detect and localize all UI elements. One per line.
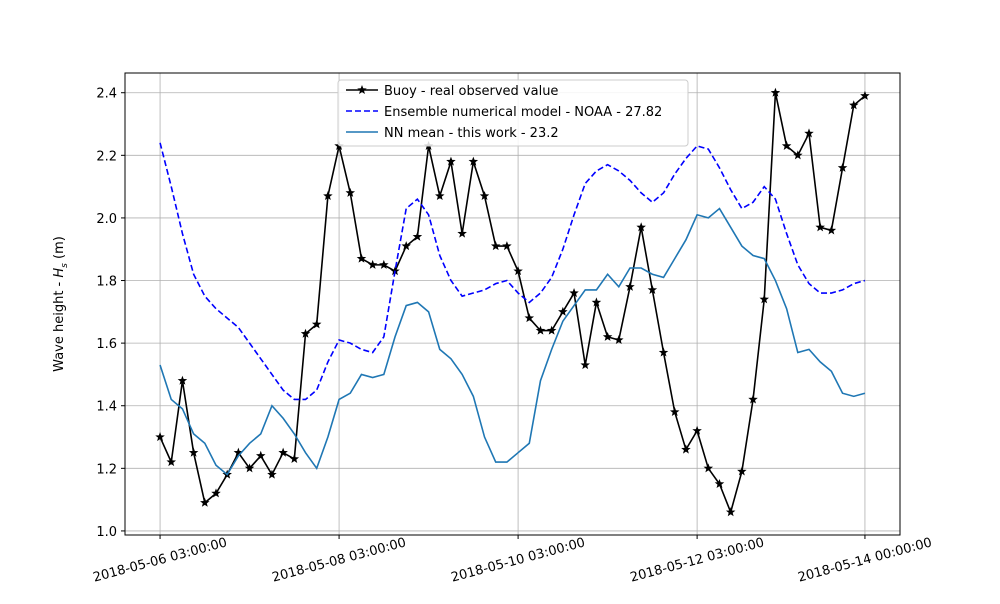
star-marker — [166, 457, 176, 467]
star-marker — [569, 288, 579, 298]
y-tick-label: 2.4 — [96, 87, 117, 102]
y-axis-label: Wave height - Hs (m) — [52, 236, 70, 372]
y-tick-label: 1.0 — [96, 525, 117, 540]
legend-label: Buoy - real observed value — [384, 84, 558, 99]
star-marker — [580, 360, 590, 370]
star-marker — [300, 328, 311, 338]
star-marker — [479, 191, 490, 201]
star-marker — [289, 453, 300, 463]
star-marker — [256, 450, 266, 460]
star-marker — [177, 375, 188, 385]
series-line — [159, 207, 866, 476]
y-label-text: Wave height - — [52, 278, 67, 372]
star-marker — [614, 335, 624, 345]
y-tick-label: 1.6 — [96, 337, 117, 352]
star-marker — [793, 150, 803, 160]
star-marker — [748, 394, 758, 404]
star-marker — [625, 281, 635, 291]
star-marker — [155, 432, 165, 442]
star-marker — [681, 444, 691, 454]
star-marker — [602, 331, 613, 341]
star-marker — [345, 187, 356, 197]
y-tick-label: 2.0 — [96, 212, 117, 227]
star-marker — [591, 297, 602, 307]
legend-marker — [357, 85, 367, 95]
star-marker — [837, 162, 848, 172]
y-label-symbol: H — [52, 268, 67, 278]
star-marker — [457, 228, 467, 238]
axes-frame — [124, 72, 901, 536]
star-marker — [860, 90, 870, 100]
star-marker — [267, 469, 277, 479]
star-marker — [356, 253, 367, 263]
star-marker — [233, 447, 244, 457]
star-marker — [692, 425, 702, 435]
star-marker — [435, 191, 445, 201]
star-marker — [244, 463, 255, 473]
star-marker — [826, 225, 837, 235]
star-marker — [815, 222, 825, 232]
star-marker — [535, 325, 546, 335]
star-marker — [725, 507, 736, 517]
star-marker — [323, 191, 333, 201]
star-marker — [737, 466, 747, 476]
y-label-unit: (m) — [52, 236, 67, 263]
star-marker — [658, 347, 669, 357]
star-marker — [546, 325, 557, 335]
star-marker — [278, 447, 288, 457]
legend-box — [337, 79, 689, 147]
star-marker — [188, 447, 199, 457]
star-marker — [647, 284, 658, 294]
star-marker — [714, 478, 725, 489]
legend-label: NN mean - this work - 23.2 — [384, 126, 559, 141]
star-marker — [759, 294, 769, 304]
y-tick-label: 1.4 — [96, 400, 117, 415]
star-marker — [468, 156, 479, 166]
y-tick-label: 2.2 — [96, 149, 117, 164]
series-line — [159, 92, 866, 515]
star-marker — [502, 241, 512, 251]
star-marker — [558, 306, 568, 316]
y-tick-label: 1.2 — [96, 462, 117, 477]
grid — [125, 73, 900, 535]
star-marker — [703, 463, 714, 473]
legend-label: Ensemble numerical model - NOAA - 27.82 — [384, 105, 662, 120]
star-marker — [367, 259, 378, 269]
series-line — [159, 142, 866, 401]
y-tick-label: 1.8 — [96, 275, 117, 290]
star-marker — [524, 313, 535, 323]
star-marker — [669, 406, 680, 417]
star-marker — [781, 140, 792, 150]
star-marker — [446, 156, 456, 166]
y-label-subscript: s — [60, 263, 70, 268]
star-marker — [401, 241, 411, 251]
star-marker — [311, 319, 322, 329]
star-marker — [379, 259, 389, 269]
plot-area — [155, 87, 870, 517]
star-marker — [200, 497, 210, 507]
star-marker — [804, 128, 814, 138]
star-marker — [849, 100, 859, 110]
star-marker — [390, 266, 400, 276]
legend: Buoy - real observed value Ensemble numer… — [337, 79, 689, 147]
star-marker — [211, 488, 221, 498]
star-marker — [636, 222, 646, 232]
star-marker — [412, 231, 423, 241]
star-marker — [770, 87, 781, 97]
star-marker — [490, 241, 501, 251]
star-marker — [513, 266, 523, 276]
